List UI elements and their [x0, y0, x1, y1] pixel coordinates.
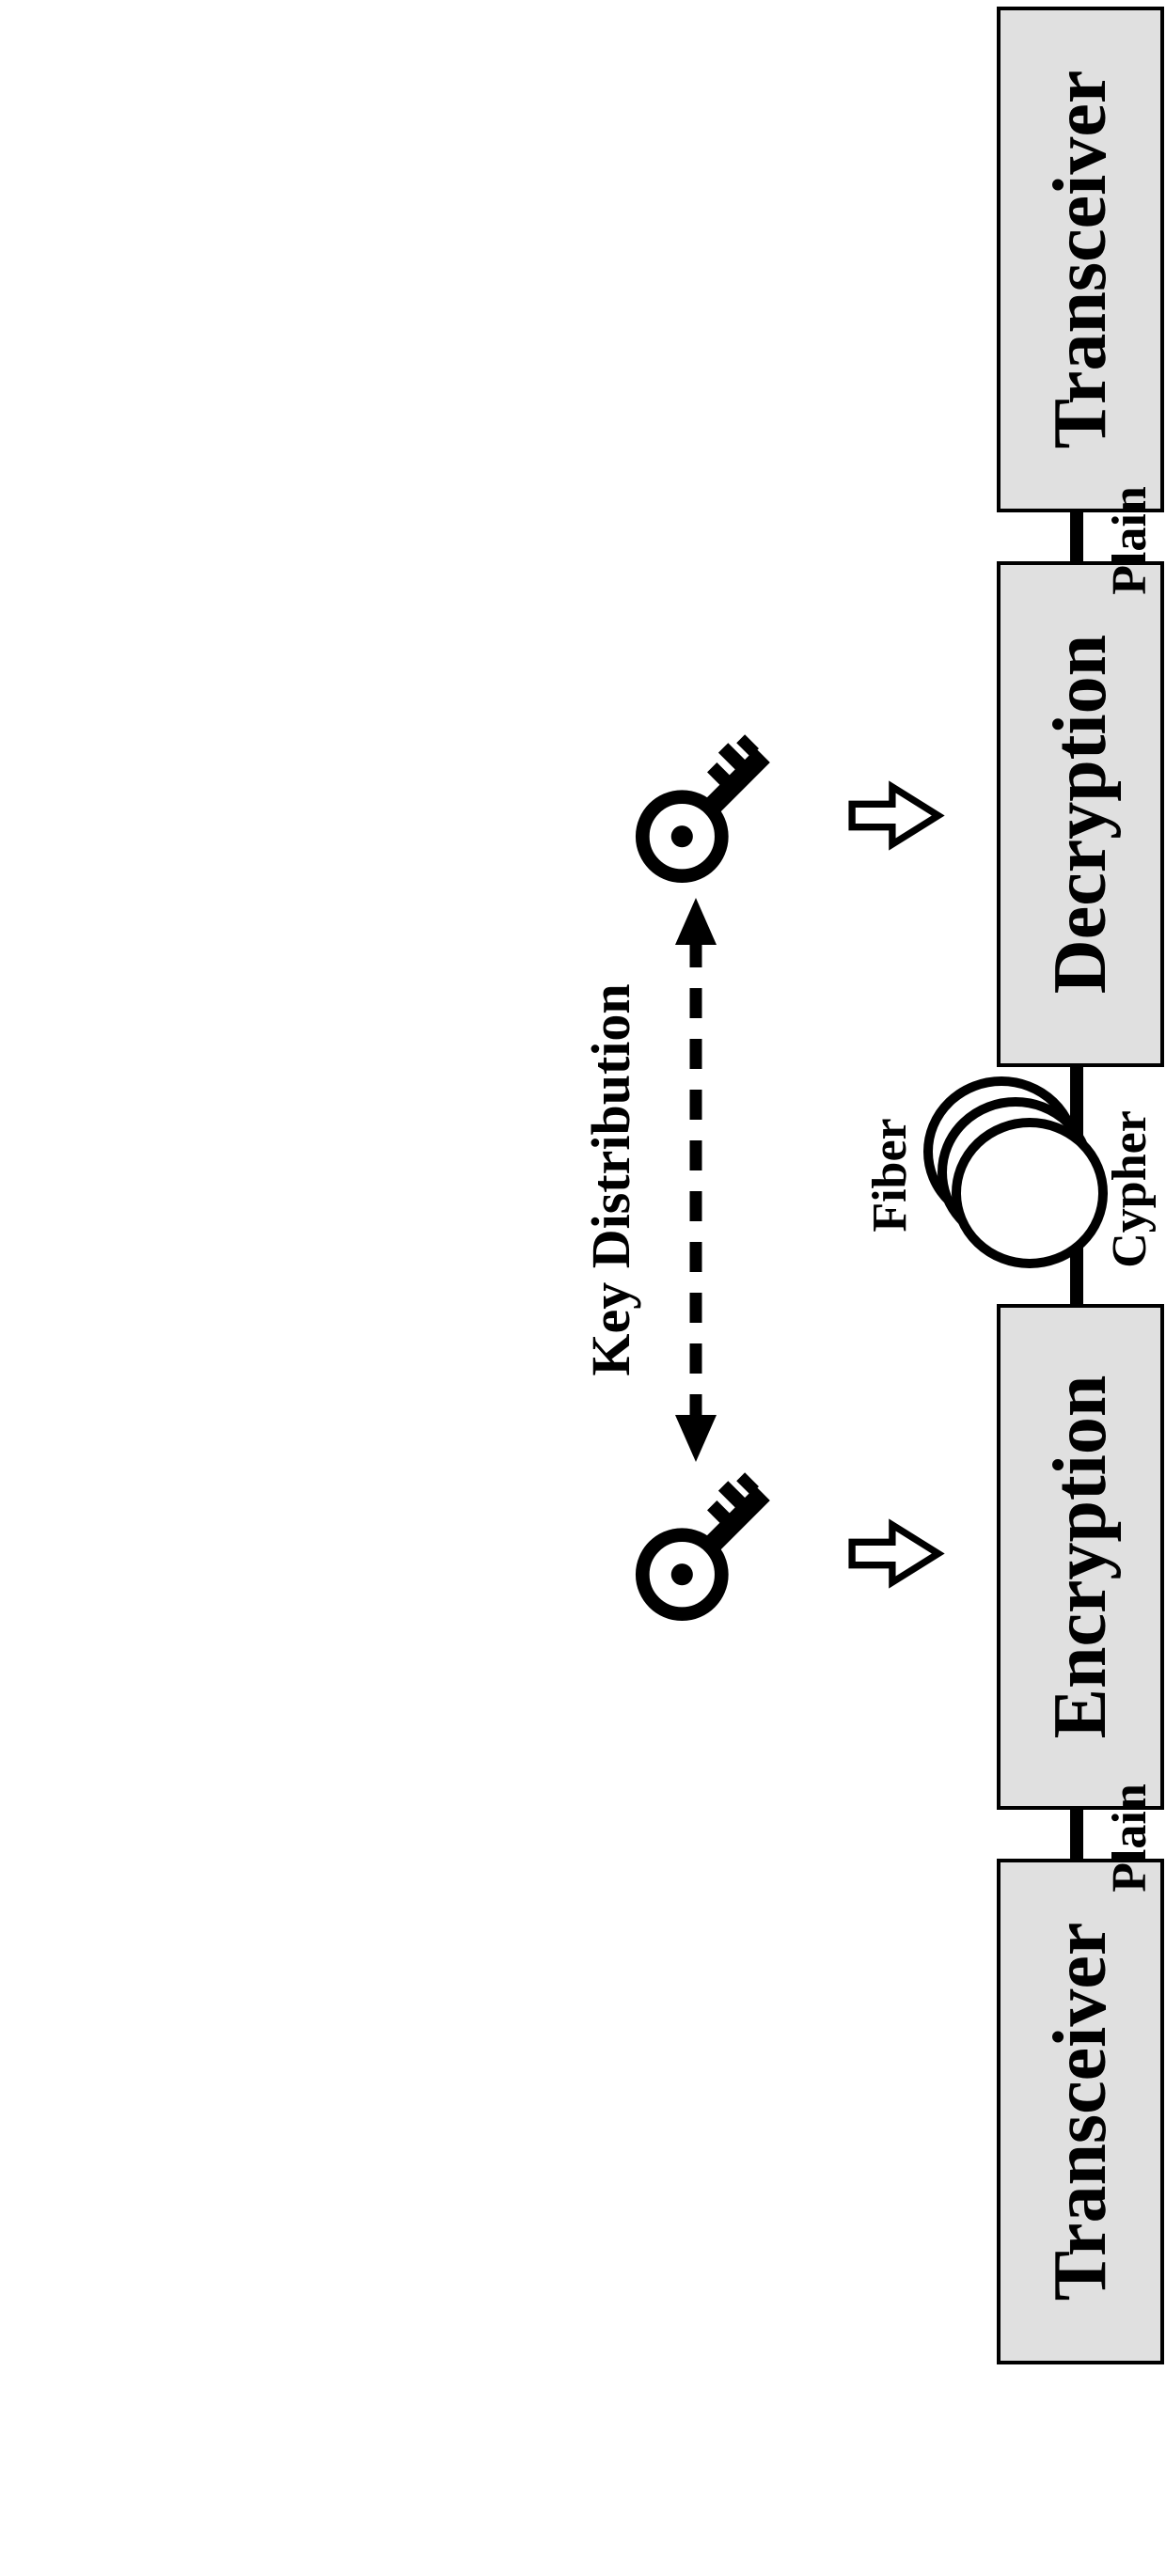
key-distribution-label: Key Distribution — [583, 940, 640, 1420]
chain-line-3 — [1070, 512, 1083, 569]
arrow-down-icon — [846, 1518, 950, 1589]
key-icon — [611, 1448, 809, 1645]
decryption-label: Decryption — [1041, 635, 1120, 994]
chain-line-2c — [1070, 1067, 1083, 1100]
transceiver-left-block: Transceiver — [997, 1859, 1164, 2364]
chain-line-1 — [1070, 1810, 1083, 1866]
arrow-down-icon — [846, 780, 950, 851]
figure-canvas: Transceiver Encryption Decryption Transc… — [0, 0, 1166, 2576]
key-icon — [611, 710, 809, 907]
transceiver-right-block: Transceiver — [997, 7, 1164, 512]
plain-text-right-label: Plain text — [1105, 470, 1166, 611]
cypher-text-label: Cypher text — [1105, 1091, 1166, 1288]
encryption-label: Encryption — [1041, 1375, 1120, 1739]
encryption-block: Encryption — [997, 1304, 1164, 1810]
decryption-block: Decryption — [997, 561, 1164, 1067]
plain-text-left-label: Plain text — [1105, 1767, 1166, 1908]
fiber-label: Fiber — [865, 1105, 917, 1246]
transceiver-left-label: Transceiver — [1041, 1923, 1120, 2301]
key-distribution-arrow — [668, 893, 724, 1467]
transceiver-right-label: Transceiver — [1041, 71, 1120, 449]
